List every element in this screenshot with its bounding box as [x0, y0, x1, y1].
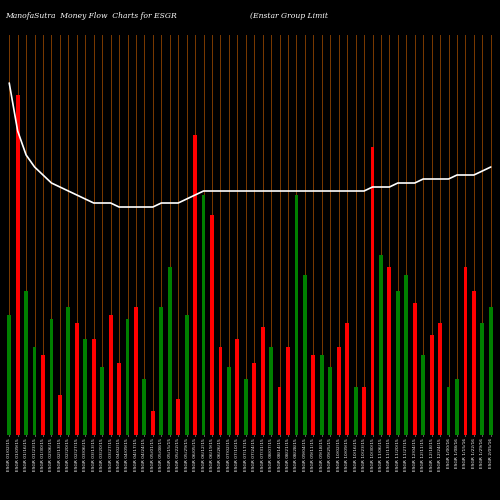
- Bar: [8, 315, 11, 435]
- Bar: [354, 387, 358, 435]
- Bar: [58, 395, 62, 435]
- Bar: [75, 323, 78, 435]
- Bar: [41, 355, 45, 435]
- Bar: [261, 327, 264, 435]
- Bar: [168, 267, 172, 435]
- Bar: [24, 291, 28, 435]
- Bar: [422, 355, 425, 435]
- Text: (Enstar Group Limit: (Enstar Group Limit: [250, 12, 328, 20]
- Bar: [396, 291, 400, 435]
- Bar: [244, 379, 248, 435]
- Bar: [100, 367, 104, 435]
- Bar: [388, 267, 392, 435]
- Bar: [227, 367, 231, 435]
- Bar: [202, 195, 205, 435]
- Text: ManofaSutra  Money Flow  Charts for ESGR: ManofaSutra Money Flow Charts for ESGR: [5, 12, 177, 20]
- Bar: [294, 195, 298, 435]
- Bar: [362, 387, 366, 435]
- Bar: [184, 315, 188, 435]
- Bar: [379, 255, 383, 435]
- Bar: [464, 267, 468, 435]
- Bar: [126, 319, 130, 435]
- Bar: [489, 307, 492, 435]
- Bar: [92, 339, 96, 435]
- Bar: [50, 319, 54, 435]
- Bar: [252, 363, 256, 435]
- Bar: [151, 411, 154, 435]
- Bar: [480, 323, 484, 435]
- Bar: [134, 307, 138, 435]
- Bar: [108, 315, 112, 435]
- Bar: [346, 323, 349, 435]
- Bar: [370, 147, 374, 435]
- Bar: [269, 347, 273, 435]
- Bar: [430, 335, 434, 435]
- Bar: [210, 215, 214, 435]
- Bar: [320, 355, 324, 435]
- Bar: [404, 275, 408, 435]
- Bar: [337, 347, 340, 435]
- Bar: [117, 363, 121, 435]
- Bar: [160, 307, 163, 435]
- Bar: [16, 95, 20, 435]
- Bar: [176, 399, 180, 435]
- Bar: [218, 347, 222, 435]
- Bar: [84, 339, 87, 435]
- Bar: [413, 303, 416, 435]
- Bar: [328, 367, 332, 435]
- Bar: [278, 387, 281, 435]
- Bar: [66, 307, 70, 435]
- Bar: [286, 347, 290, 435]
- Bar: [236, 339, 239, 435]
- Bar: [446, 387, 450, 435]
- Bar: [193, 135, 197, 435]
- Bar: [438, 323, 442, 435]
- Bar: [32, 347, 36, 435]
- Bar: [303, 275, 307, 435]
- Bar: [312, 355, 316, 435]
- Bar: [142, 379, 146, 435]
- Bar: [472, 291, 476, 435]
- Bar: [455, 379, 459, 435]
